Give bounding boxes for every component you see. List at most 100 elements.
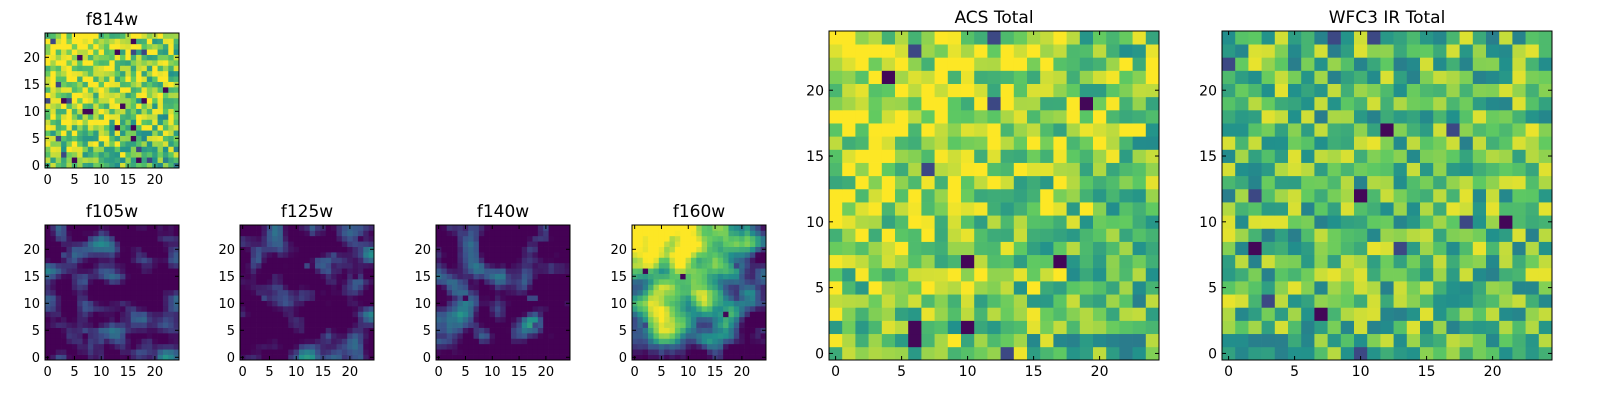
heatmap-cell [1248, 149, 1262, 163]
heatmap-cell [642, 284, 649, 291]
heatmap-cell [642, 343, 649, 350]
heatmap-cell [272, 252, 278, 258]
heatmap-cell [632, 284, 638, 291]
heatmap-cell [325, 306, 332, 312]
heatmap-cell [157, 135, 164, 142]
heatmap-cell [707, 289, 713, 296]
heatmap-cell [61, 92, 67, 99]
heatmap-cell [1433, 83, 1447, 98]
heatmap-cell [895, 31, 909, 45]
heatmap-cell [256, 268, 262, 274]
heatmap-cell [282, 273, 289, 280]
heatmap-cell [664, 284, 670, 291]
heatmap-cell [500, 343, 507, 350]
heatmap-cell [336, 241, 343, 247]
heatmap-cell [93, 87, 99, 93]
heatmap-cell [908, 57, 922, 71]
heatmap-cell [157, 54, 164, 61]
heatmap-cell [760, 230, 767, 237]
heatmap-cell [288, 279, 294, 285]
heatmap-cell [701, 262, 708, 269]
heatmap-cell [1132, 241, 1147, 256]
heatmap-cell [168, 49, 174, 55]
heatmap-cell [162, 54, 169, 61]
heatmap-cell [368, 268, 375, 274]
heatmap-cell [125, 268, 132, 274]
heatmap-cell [87, 333, 94, 339]
heatmap-cell [1459, 83, 1474, 98]
heatmap-cell [739, 279, 745, 285]
heatmap-cell [1079, 123, 1094, 137]
x-tick-label: 10 [93, 173, 110, 188]
heatmap-cell [974, 149, 988, 163]
heatmap-cell [336, 322, 343, 328]
heatmap-cell [103, 108, 110, 115]
heatmap-cell [152, 311, 158, 318]
heatmap-cell [1145, 281, 1160, 295]
heatmap-cell [685, 235, 692, 242]
heatmap-cell [1000, 228, 1015, 242]
heatmap-cell [130, 343, 137, 350]
heatmap-cell [653, 295, 660, 301]
heatmap-cell [1446, 267, 1460, 282]
heatmap-cell [77, 295, 83, 301]
heatmap-cell [98, 135, 105, 142]
heatmap-cell [473, 322, 480, 328]
heatmap-cell [829, 294, 843, 308]
heatmap-cell [368, 311, 375, 318]
heatmap-cell [452, 316, 458, 323]
heatmap-cell [1235, 228, 1249, 242]
heatmap-cell [473, 289, 480, 296]
heatmap-cell [288, 257, 294, 264]
heatmap-cell [974, 57, 988, 71]
heatmap-cell [457, 306, 464, 312]
heatmap-cell [516, 311, 523, 318]
heatmap-cell [168, 38, 174, 45]
heatmap-cell [1301, 109, 1315, 124]
heatmap-cell [173, 235, 180, 242]
heatmap-cell [500, 241, 507, 247]
heatmap-cell [921, 254, 935, 269]
heatmap-cell [564, 306, 571, 312]
heatmap-cell [723, 289, 729, 296]
heatmap-cell [1274, 96, 1289, 111]
heatmap-cell [1380, 175, 1394, 190]
heatmap-cell [114, 225, 121, 231]
heatmap-cell [341, 252, 348, 258]
heatmap-cell [357, 230, 364, 237]
heatmap-cell [162, 151, 169, 158]
heatmap-cell [527, 322, 533, 328]
heatmap-cell [136, 141, 142, 147]
heatmap-cell [685, 246, 692, 253]
heatmap-cell [82, 81, 89, 88]
heatmap-cell [298, 279, 305, 285]
heatmap-cell [739, 300, 745, 307]
heatmap-cell [55, 87, 62, 93]
heatmap-cell [760, 306, 767, 312]
heatmap-cell [829, 320, 843, 335]
heatmap-cell [304, 235, 311, 242]
heatmap-cell [1472, 202, 1487, 216]
heatmap-cell [1274, 188, 1289, 203]
heatmap-cell [325, 354, 332, 361]
heatmap-cell [1235, 31, 1249, 45]
heatmap-cell [168, 322, 174, 328]
heatmap-cell [1327, 175, 1342, 190]
heatmap-cell [1066, 149, 1081, 163]
heatmap-cell [658, 273, 665, 280]
heatmap-cell [1367, 70, 1381, 84]
heatmap-cell [690, 268, 697, 274]
heatmap-cell [680, 225, 686, 231]
heatmap-cell [1053, 320, 1067, 335]
heatmap-cell [553, 322, 560, 328]
heatmap-cell [1314, 136, 1328, 150]
heatmap-cell [500, 338, 507, 345]
heatmap-cell [653, 316, 660, 323]
heatmap-cell [71, 119, 78, 126]
heatmap-cell [468, 338, 474, 345]
heatmap-cell [559, 295, 565, 301]
heatmap-cell [934, 175, 949, 190]
heatmap-cell [168, 33, 174, 39]
heatmap-cell [564, 262, 571, 269]
heatmap-cell [1288, 346, 1302, 361]
